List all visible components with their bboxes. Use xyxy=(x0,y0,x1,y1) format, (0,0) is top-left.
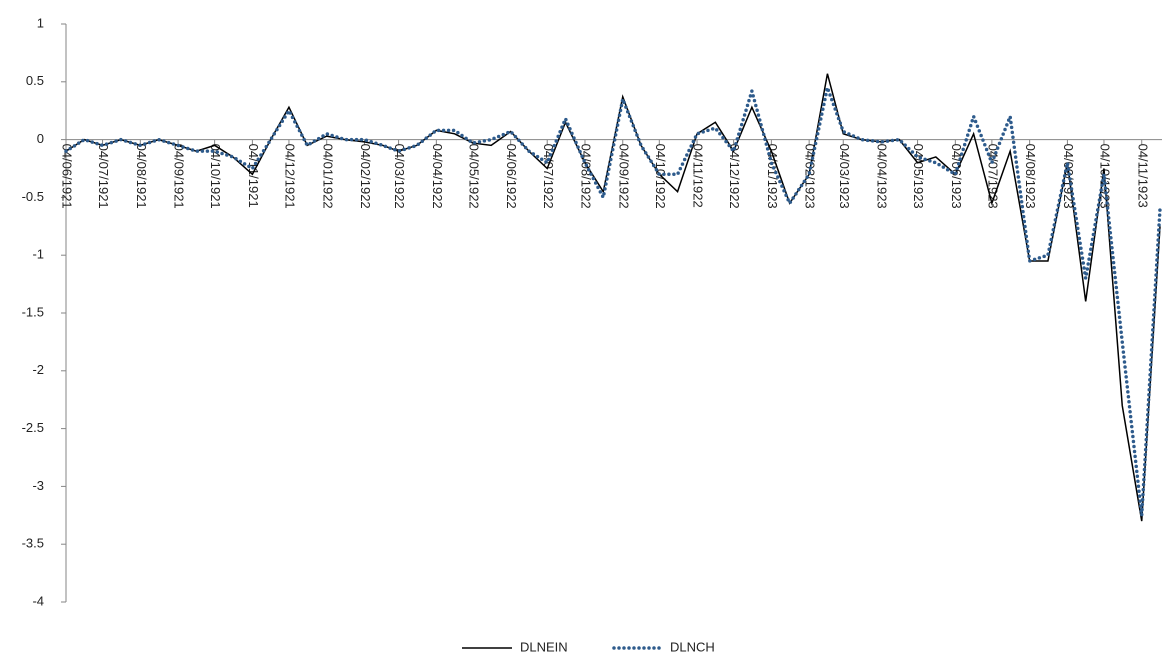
x-tick-label: 04/03/1923 xyxy=(837,144,852,209)
data-line xyxy=(65,73,1161,522)
x-tick-label: 04/08/1922 xyxy=(579,144,594,209)
y-tick-label: -3.5 xyxy=(22,536,44,551)
x-tick-label: 04/08/1921 xyxy=(134,144,149,209)
y-tick-label: -3 xyxy=(32,478,44,493)
x-tick-label: 04/04/1923 xyxy=(875,144,890,209)
x-tick-label: 04/02/1923 xyxy=(803,144,818,209)
y-tick-label: 0.5 xyxy=(26,73,44,88)
x-tick-label: 04/07/1921 xyxy=(96,144,111,209)
y-tick-label: -1 xyxy=(32,247,44,262)
data-line xyxy=(64,81,1162,516)
y-tick-label: -4 xyxy=(32,593,44,608)
y-tick-label: 0 xyxy=(37,131,44,146)
x-tick-label: 04/12/1922 xyxy=(727,144,742,209)
x-tick-label: 04/11/1923 xyxy=(1135,144,1150,208)
x-tick-label: 04/01/1923 xyxy=(765,144,780,209)
x-tick-label: 04/09/1921 xyxy=(172,144,187,209)
x-tick-label: 04/07/1922 xyxy=(541,144,556,209)
x-tick-label: 04/06/1922 xyxy=(504,144,519,209)
x-tick-label: 04/06/1921 xyxy=(60,144,75,209)
x-tick-label: 04/08/1923 xyxy=(1023,144,1038,209)
x-tick-label: 04/01/1922 xyxy=(320,144,335,209)
y-tick-label: -1.5 xyxy=(22,304,44,319)
y-tick-label: -0.5 xyxy=(22,189,44,204)
x-tick-label: 04/12/1921 xyxy=(283,144,298,209)
x-tick-label: 04/11/1922 xyxy=(691,144,706,208)
x-tick-label: 04/02/1922 xyxy=(358,144,373,209)
x-tick-label: 04/11/1921 xyxy=(246,144,261,208)
x-tick-label: 04/04/1922 xyxy=(430,144,445,209)
x-tick-label: 04/03/1922 xyxy=(392,144,407,209)
y-tick-label: 1 xyxy=(37,15,44,30)
legend-label: DLNEIN xyxy=(520,639,568,654)
x-tick-label: 04/10/1921 xyxy=(208,144,223,209)
legend-label: DLNCH xyxy=(670,639,715,654)
y-tick-label: -2.5 xyxy=(22,420,44,435)
x-tick-label: 04/05/1922 xyxy=(466,144,481,209)
x-tick-label: 04/09/1922 xyxy=(616,144,631,209)
y-tick-label: -2 xyxy=(32,362,44,377)
